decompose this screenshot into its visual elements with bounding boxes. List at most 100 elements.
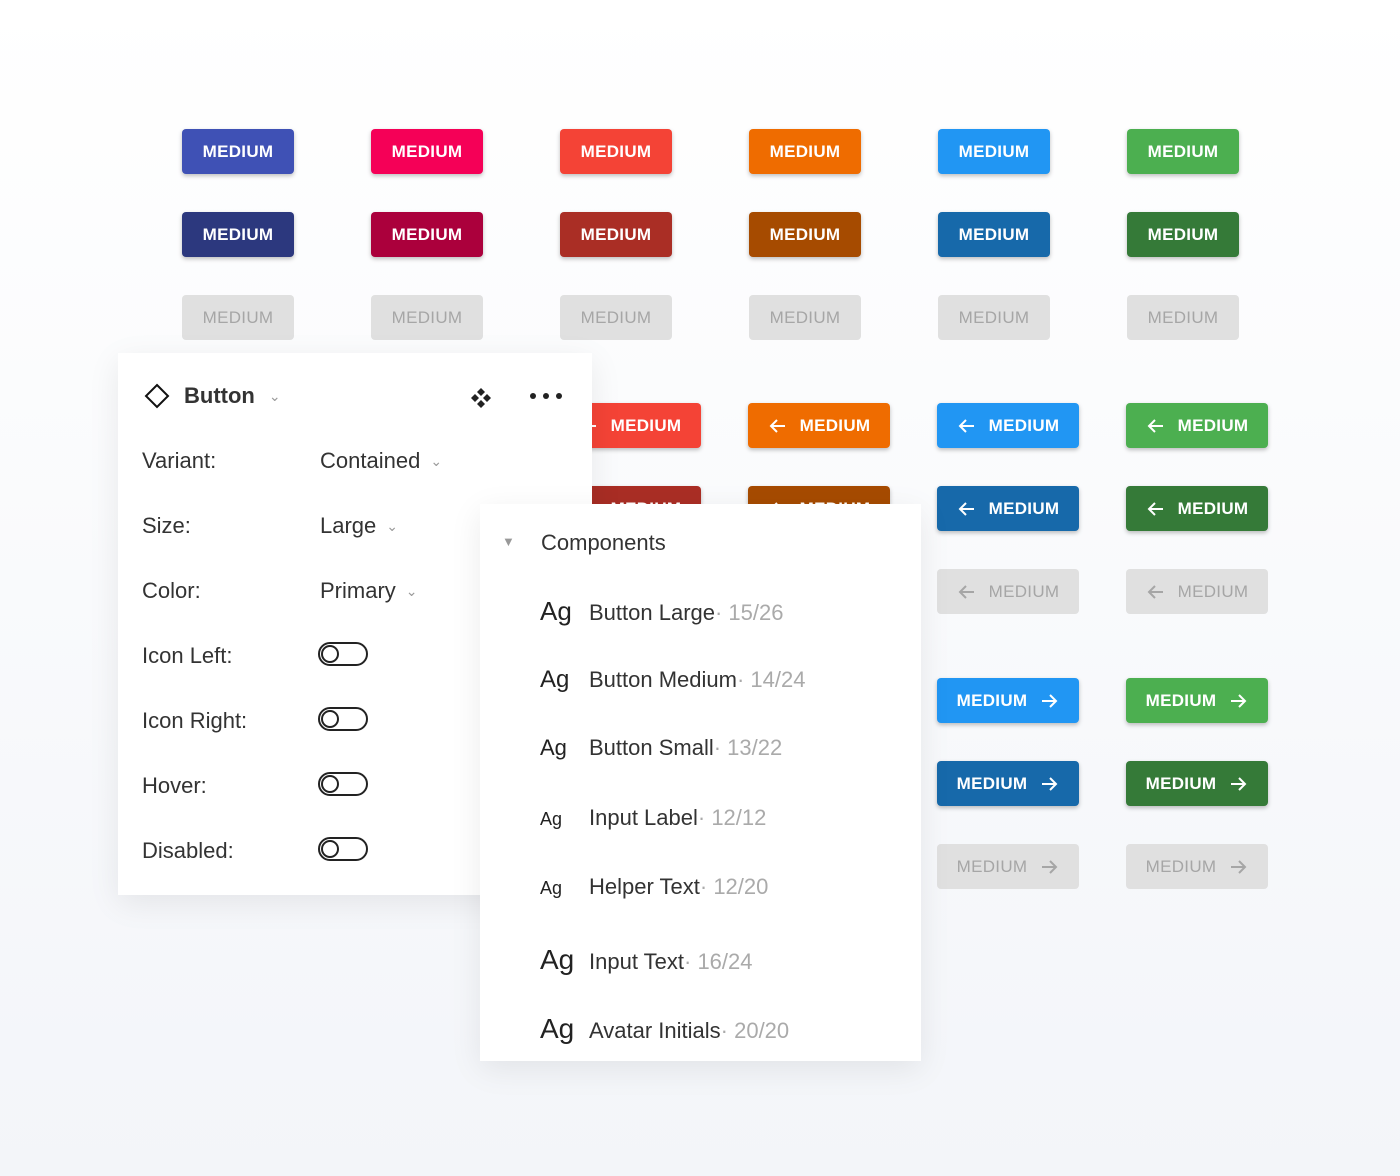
medium-button[interactable]: MEDIUM [1127, 295, 1239, 340]
medium-button[interactable]: MEDIUM [749, 212, 861, 257]
button-label: MEDIUM [958, 141, 1030, 161]
collapse-triangle-icon[interactable]: ▼ [502, 534, 515, 549]
item-spec: · 14/24 [736, 666, 806, 692]
component-item[interactable]: Ag Button Small · 13/22 [540, 735, 782, 761]
medium-button[interactable]: MEDIUM [937, 403, 1079, 448]
more-icon[interactable] [528, 391, 564, 401]
medium-button[interactable]: MEDIUM [937, 569, 1079, 614]
button-label: MEDIUM [799, 415, 871, 435]
field-dropdown[interactable]: Primary ⌄ [320, 578, 418, 604]
component-item[interactable]: Ag Button Medium · 14/24 [540, 666, 805, 694]
item-name: Avatar Initials [589, 1018, 721, 1043]
medium-button[interactable]: MEDIUM [1127, 129, 1239, 174]
type-sample: Ag [540, 1013, 575, 1044]
medium-button[interactable]: MEDIUM [749, 295, 861, 340]
button-label: MEDIUM [202, 307, 274, 327]
toggle-switch[interactable] [318, 707, 368, 731]
properties-panel: Button ⌄ Variant: Contained ⌄ Size: Large ⌄… [118, 353, 592, 895]
medium-button[interactable]: MEDIUM [938, 212, 1050, 257]
medium-button[interactable]: MEDIUM [560, 295, 672, 340]
toggle-label: Hover: [142, 773, 207, 798]
component-icon[interactable] [468, 385, 494, 411]
field-label: Color: [142, 578, 201, 603]
medium-button[interactable]: MEDIUM [1126, 844, 1268, 889]
arrow-left-icon [1147, 418, 1163, 433]
medium-button[interactable]: MEDIUM [1127, 212, 1239, 257]
button-label: MEDIUM [988, 415, 1060, 435]
medium-button[interactable]: MEDIUM [937, 844, 1079, 889]
component-item[interactable]: Ag Avatar Initials · 20/20 [540, 1013, 789, 1045]
item-spec: · 12/12 [697, 804, 767, 830]
item-spec: · 12/20 [699, 874, 769, 899]
medium-button[interactable]: MEDIUM [937, 486, 1079, 531]
button-label: MEDIUM [1147, 307, 1219, 327]
type-sample: Ag [540, 596, 572, 626]
item-name: Button Small [589, 735, 714, 760]
medium-button[interactable]: MEDIUM [938, 295, 1050, 340]
chevron-down-icon: ⌄ [386, 517, 399, 534]
medium-button[interactable]: MEDIUM [937, 678, 1079, 723]
field-dropdown[interactable]: Large ⌄ [320, 513, 398, 539]
toggle-switch[interactable] [318, 837, 368, 861]
medium-button[interactable]: MEDIUM [182, 129, 294, 174]
toggle-label: Disabled: [142, 838, 234, 863]
button-label: MEDIUM [391, 224, 463, 244]
toggle-switch[interactable] [318, 642, 368, 666]
medium-button[interactable]: MEDIUM [1126, 486, 1268, 531]
arrow-right-icon [1042, 776, 1058, 791]
button-label: MEDIUM [202, 224, 274, 244]
item-name: Input Text [589, 948, 684, 974]
field-label: Size: [142, 513, 191, 538]
medium-button[interactable]: MEDIUM [749, 129, 861, 174]
medium-button[interactable]: MEDIUM [938, 129, 1050, 174]
item-spec: · 16/24 [684, 948, 753, 974]
button-label: MEDIUM [1177, 415, 1249, 435]
button-label: MEDIUM [958, 224, 1030, 244]
medium-button[interactable]: MEDIUM [182, 212, 294, 257]
medium-button[interactable]: MEDIUM [182, 295, 294, 340]
item-name: Button Medium [589, 666, 737, 692]
chevron-down-icon: ⌄ [430, 452, 443, 469]
button-label: MEDIUM [1177, 581, 1249, 601]
medium-button[interactable]: MEDIUM [1126, 761, 1268, 806]
item-name: Helper Text [589, 874, 700, 899]
arrow-left-icon [958, 418, 974, 433]
medium-button[interactable]: MEDIUM [371, 212, 483, 257]
button-label: MEDIUM [1147, 141, 1219, 161]
button-label: MEDIUM [1177, 498, 1249, 518]
dropdown-value: Contained [320, 448, 421, 473]
medium-button[interactable]: MEDIUM [371, 295, 483, 340]
component-item[interactable]: Ag Input Label · 12/12 [540, 805, 766, 831]
medium-button[interactable]: MEDIUM [1126, 569, 1268, 614]
medium-button[interactable]: MEDIUM [560, 212, 672, 257]
button-label: MEDIUM [988, 581, 1060, 601]
button-label: MEDIUM [769, 307, 841, 327]
components-title: Components [541, 530, 666, 555]
button-label: MEDIUM [391, 141, 463, 161]
toggle-switch[interactable] [318, 772, 368, 796]
button-label: MEDIUM [1145, 856, 1217, 876]
chevron-down-icon[interactable]: ⌄ [268, 387, 281, 404]
arrow-left-icon [1147, 501, 1163, 516]
button-label: MEDIUM [958, 307, 1030, 327]
field-label: Variant: [142, 448, 217, 473]
component-item[interactable]: Ag Helper Text · 12/20 [540, 874, 768, 900]
arrow-left-icon [958, 501, 974, 516]
item-spec: · 13/22 [713, 735, 783, 760]
component-item[interactable]: Ag Button Large · 15/26 [540, 596, 783, 627]
components-panel: ▼ Components Ag Button Large · 15/26 Ag But… [480, 504, 921, 1061]
field-dropdown[interactable]: Contained ⌄ [320, 448, 442, 474]
component-item[interactable]: Ag Input Text · 16/24 [540, 944, 753, 976]
medium-button[interactable]: MEDIUM [1126, 403, 1268, 448]
button-label: MEDIUM [391, 307, 463, 327]
medium-button[interactable]: MEDIUM [371, 129, 483, 174]
arrow-right-icon [1231, 693, 1247, 708]
medium-button[interactable]: MEDIUM [560, 129, 672, 174]
medium-button[interactable]: MEDIUM [1126, 678, 1268, 723]
medium-button[interactable]: MEDIUM [937, 761, 1079, 806]
button-label: MEDIUM [580, 307, 652, 327]
button-label: MEDIUM [988, 498, 1060, 518]
medium-button[interactable]: MEDIUM [748, 403, 890, 448]
button-label: MEDIUM [956, 856, 1028, 876]
component-title: Button [184, 383, 255, 408]
